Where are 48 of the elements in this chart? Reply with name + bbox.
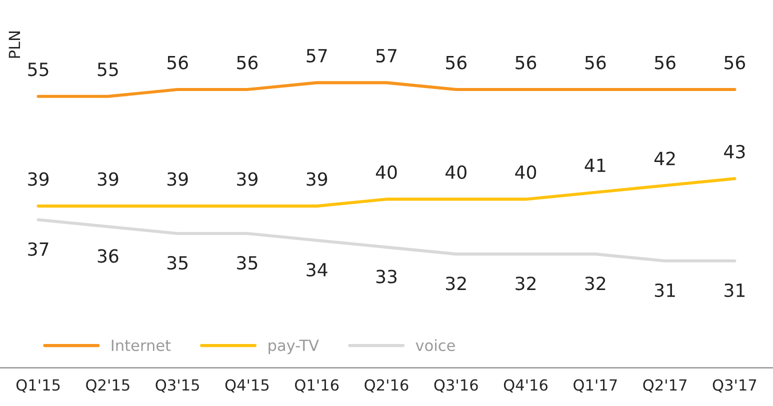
x-tick-label: Q1'17 <box>574 379 617 393</box>
data-label: 39 <box>98 172 118 186</box>
x-tick-label: Q2'15 <box>86 379 130 393</box>
x-tick-label: Q2'16 <box>364 379 408 393</box>
data-label: 41 <box>584 158 606 172</box>
data-label: 56 <box>724 56 746 70</box>
data-label: 35 <box>237 256 258 270</box>
data-label: 57 <box>376 49 396 63</box>
data-label: 56 <box>446 56 466 70</box>
data-label: 40 <box>376 165 397 180</box>
data-label: 32 <box>446 276 466 290</box>
data-label: 55 <box>98 62 118 76</box>
data-label: 31 <box>724 283 745 298</box>
data-label: 55 <box>28 62 48 76</box>
data-label: 34 <box>306 262 328 277</box>
data-label: 39 <box>306 172 328 186</box>
data-label: 56 <box>654 56 676 70</box>
x-tick-label: Q3'16 <box>434 379 478 393</box>
data-label: 43 <box>724 144 745 158</box>
data-label: 57 <box>306 49 327 63</box>
data-label: 56 <box>585 56 606 70</box>
data-label: 42 <box>654 152 675 166</box>
x-tick-label: Q4'16 <box>504 379 548 393</box>
data-label: 56 <box>516 56 536 70</box>
data-label: 56 <box>167 56 188 70</box>
x-tick-label: Q3'15 <box>156 379 199 393</box>
data-label: 31 <box>654 283 675 298</box>
data-label: 40 <box>446 165 466 180</box>
x-tick-label: Q2'17 <box>643 379 686 393</box>
data-label: 32 <box>516 276 536 290</box>
x-tick-label: Q3'17 <box>712 379 756 393</box>
y-axis-title: PLN <box>8 32 20 58</box>
data-label: 39 <box>28 172 49 186</box>
data-label: 36 <box>98 249 118 263</box>
data-label: 32 <box>585 276 606 290</box>
data-label: 39 <box>237 172 258 186</box>
data-label: 56 <box>237 56 258 70</box>
data-label: 35 <box>167 256 188 270</box>
data-label: 37 <box>28 242 48 256</box>
data-label: 39 <box>167 172 188 186</box>
x-tick-label: Q4'15 <box>225 379 269 393</box>
legend-label: Internet <box>112 340 171 352</box>
x-tick-label: Q1'16 <box>295 379 339 393</box>
legend-label: voice <box>416 339 455 352</box>
x-tick-label: Q1'15 <box>16 379 60 393</box>
data-label: 33 <box>376 270 397 284</box>
data-label: 40 <box>515 165 536 180</box>
legend-label: pay-TV <box>268 340 319 354</box>
